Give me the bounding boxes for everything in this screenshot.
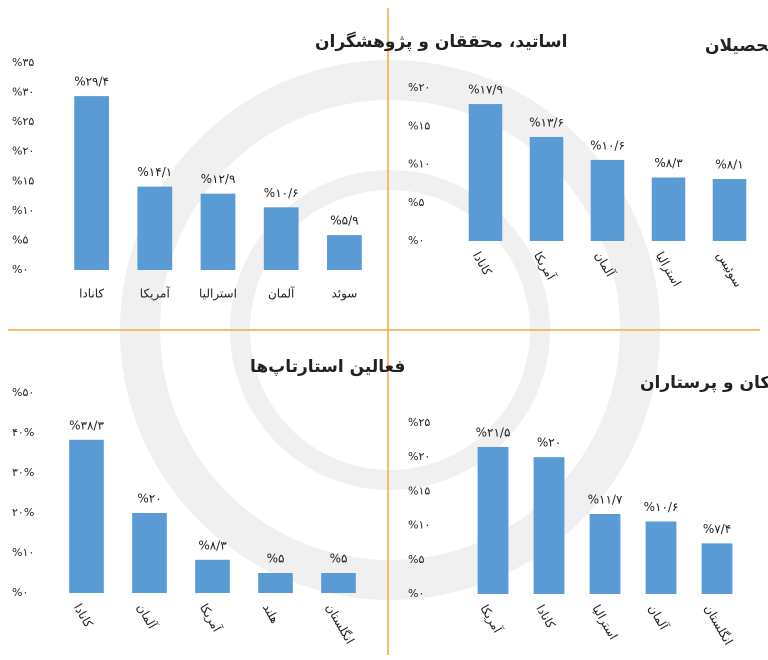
x-tick-label: هلند [260, 601, 282, 626]
x-tick-label: استرالیا [199, 287, 237, 302]
value-label: %۱۴/۱ [137, 165, 172, 179]
value-label: %۷/۴ [703, 522, 731, 536]
y-tick-label: %۱۰ [408, 158, 430, 171]
x-tick-label: آمریکا [140, 286, 171, 302]
chart-title: اساتید، محققان و پژوهشگران [315, 31, 567, 52]
value-label: %۸/۳ [198, 538, 227, 552]
y-tick-label: %۲۰ [12, 145, 34, 158]
y-tick-label: %۲۵ [408, 416, 430, 429]
y-tick-label: %۵ [408, 553, 424, 566]
bar [712, 179, 747, 241]
value-label: %۱۷/۹ [468, 83, 503, 97]
y-tick-label: %۱۰ [12, 546, 34, 559]
y-tick-label: ۳۰% [12, 466, 34, 479]
bar [651, 177, 686, 241]
value-label: %۱۰/۶ [264, 186, 299, 200]
value-label: %۵/۹ [330, 214, 358, 228]
y-tick-label: ۴۰% [12, 426, 34, 439]
chart-title: دانشجویان و فارغ‌التحصیلان [705, 36, 768, 56]
x-tick-label: استرالیا [589, 602, 621, 642]
bar [200, 193, 236, 270]
y-tick-label: %۲۵ [12, 115, 34, 128]
x-tick-label: آلمان [645, 602, 672, 633]
x-tick-label: سوئیس [713, 249, 745, 290]
x-tick-label: استرالیا [652, 249, 684, 289]
value-label: %۱۱/۷ [588, 492, 623, 506]
value-label: %۲۱/۵ [476, 425, 511, 439]
bar [645, 521, 677, 594]
x-tick-label: کانادا [470, 249, 495, 278]
value-label: %۳۸/۳ [69, 418, 104, 432]
y-tick-label: %۰ [12, 263, 28, 276]
x-tick-label: آمریکا [477, 602, 506, 637]
value-label: %۲۰ [537, 436, 561, 450]
bar [69, 439, 104, 593]
value-label: %۸/۳ [654, 156, 683, 170]
y-tick-label: %۵ [12, 233, 28, 246]
x-tick-label: کانادا [533, 602, 558, 631]
bar [195, 559, 230, 593]
bar [701, 543, 733, 594]
bar [327, 235, 362, 270]
y-tick-label: %۳۰ [12, 86, 34, 99]
bar [468, 104, 503, 241]
y-tick-label: %۱۰ [408, 519, 430, 532]
bar [321, 573, 356, 593]
y-tick-label: ۲۰% [12, 506, 34, 519]
y-tick-label: %۵ [408, 196, 424, 209]
bar [258, 573, 293, 593]
y-tick-label: %۱۵ [408, 119, 430, 132]
value-label: %۱۲/۹ [201, 172, 236, 186]
x-tick-label: انگلستان [701, 602, 735, 647]
value-label: %۱۰/۶ [590, 138, 625, 152]
x-tick-label: آلمان [134, 601, 161, 632]
y-tick-label: %۵۰ [12, 386, 34, 399]
y-tick-label: %۱۵ [408, 484, 430, 497]
value-label: %۱۰/۶ [644, 500, 679, 514]
value-label: %۸/۱ [715, 158, 743, 172]
bar [132, 513, 167, 593]
value-label: %۱۳/۶ [529, 115, 564, 129]
value-label: %۲۰ [137, 492, 161, 506]
bar [533, 457, 565, 594]
chart-title: پزشکان و پرستاران [640, 373, 768, 393]
bar [137, 186, 173, 270]
bar [477, 446, 509, 594]
value-label: %۵ [267, 552, 285, 566]
x-tick-label: آلمان [268, 286, 295, 301]
bar [74, 96, 109, 271]
y-tick-label: %۰ [408, 587, 424, 600]
y-tick-label: %۲۰ [408, 450, 430, 463]
y-tick-label: %۰ [408, 234, 424, 247]
x-tick-label: سوئد [331, 287, 357, 302]
y-tick-label: %۰ [12, 586, 28, 599]
y-tick-label: %۱۵ [12, 174, 34, 187]
x-tick-label: انگلستان [323, 601, 357, 646]
chart-title: فعالین استارتاپ‌ها [250, 357, 405, 377]
x-tick-label: کانادا [79, 287, 104, 301]
y-tick-label: %۳۵ [12, 56, 34, 69]
y-tick-label: %۲۰ [408, 81, 430, 94]
bar [590, 159, 625, 241]
bar [589, 513, 621, 594]
bar [263, 207, 299, 270]
bar [529, 136, 564, 241]
y-tick-label: %۱۰ [12, 204, 34, 217]
value-label: %۲۹/۴ [74, 75, 109, 89]
x-tick-label: آمریکا [196, 601, 225, 636]
x-tick-label: کانادا [71, 601, 96, 630]
value-label: %۵ [330, 552, 348, 566]
